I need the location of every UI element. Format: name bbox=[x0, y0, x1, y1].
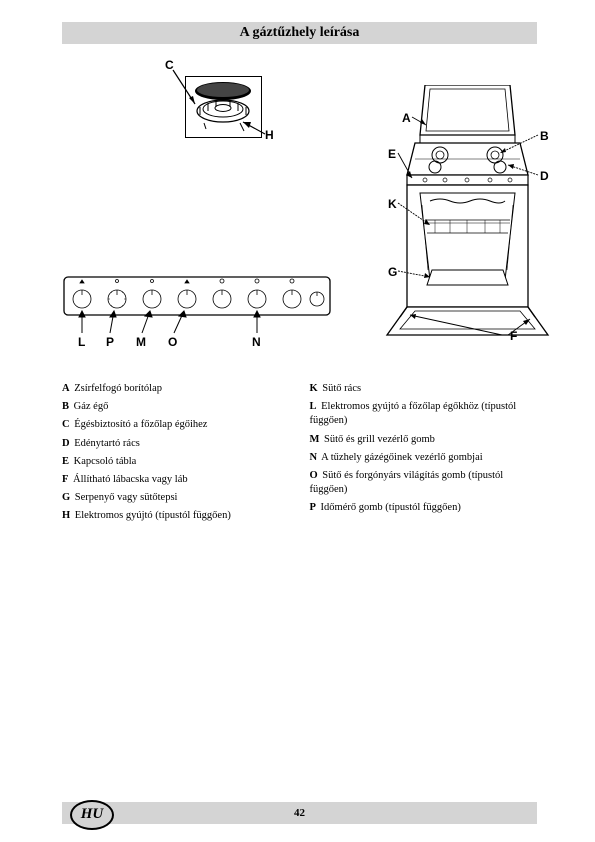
legend-item: D Edénytartó rács bbox=[62, 437, 290, 451]
label-l: L bbox=[78, 335, 85, 349]
footer-bar: HU 42 bbox=[62, 802, 537, 824]
legend-item: O Sütő és forgónyárs világítás gomb (típ… bbox=[310, 469, 538, 497]
label-b: B bbox=[540, 129, 549, 143]
panel-icon bbox=[62, 275, 332, 350]
stove-diagram: A B E D K G F bbox=[370, 85, 550, 340]
burner-arrows bbox=[165, 56, 280, 146]
legend-item: E Kapcsoló tábla bbox=[62, 455, 290, 469]
label-g: G bbox=[388, 265, 397, 279]
legend: A Zsírfelfogó borítólap B Gáz égő C Égésbi… bbox=[62, 382, 537, 527]
page-number: 42 bbox=[62, 802, 537, 824]
label-k: K bbox=[388, 197, 397, 211]
page-title: A gáztűzhely leírása bbox=[240, 25, 360, 40]
legend-item: B Gáz égő bbox=[62, 400, 290, 414]
label-o: O bbox=[168, 335, 177, 349]
label-e: E bbox=[388, 147, 396, 161]
legend-item: N A tűzhely gázégőinek vezérlő gombjai bbox=[310, 451, 538, 465]
legend-right-col: K Sütő rács L Elektromos gyújtó a főzőlap… bbox=[310, 382, 538, 527]
burner-diagram: C H bbox=[165, 56, 280, 136]
panel-diagram: L P M O N bbox=[62, 275, 332, 350]
legend-item: G Serpenyő vagy sütőtepsi bbox=[62, 491, 290, 505]
title-bar: A gáztűzhely leírása bbox=[62, 22, 537, 44]
label-f: F bbox=[510, 329, 517, 343]
label-n: N bbox=[252, 335, 261, 349]
legend-item: L Elektromos gyújtó a főzőlap égőkhöz (t… bbox=[310, 400, 538, 428]
legend-item: K Sütő rács bbox=[310, 382, 538, 396]
label-d: D bbox=[540, 169, 549, 183]
legend-item: F Állítható lábacska vagy láb bbox=[62, 473, 290, 487]
stove-icon bbox=[370, 85, 550, 340]
legend-item: H Elektromos gyújtó (típustól függően) bbox=[62, 509, 290, 523]
label-a: A bbox=[402, 111, 411, 125]
page: A gáztűzhely leírása C H bbox=[0, 0, 595, 842]
legend-left-col: A Zsírfelfogó borítólap B Gáz égő C Égésbi… bbox=[62, 382, 290, 527]
legend-item: C Égésbiztosító a főzőlap égőihez bbox=[62, 418, 290, 432]
legend-item: P Időmérő gomb (típustól függően) bbox=[310, 501, 538, 515]
legend-item: A Zsírfelfogó borítólap bbox=[62, 382, 290, 396]
label-p: P bbox=[106, 335, 114, 349]
label-m: M bbox=[136, 335, 146, 349]
legend-item: M Sütő és grill vezérlő gomb bbox=[310, 433, 538, 447]
